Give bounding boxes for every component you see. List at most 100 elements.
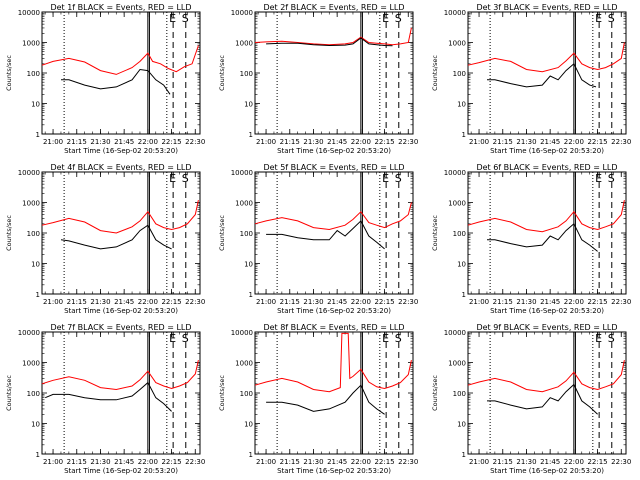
x-tick-label: 21:45 — [327, 458, 347, 466]
x-tick-label: 22:30 — [185, 298, 205, 306]
y-tick-label: 1 — [249, 291, 253, 299]
chart-panel: Det 3f BLACK = Events, RED = LLD 1 10 100 10… — [431, 3, 631, 155]
x-tick-label: 21:45 — [327, 138, 347, 146]
x-tick-label: 21:45 — [114, 458, 134, 466]
x-tick-label: 21:45 — [540, 458, 560, 466]
x-axis-label: Start Time (16-Sep-02 20:53:20) — [490, 147, 604, 155]
y-axis-label: Counts/sec — [218, 375, 226, 411]
x-tick-label: 21:00 — [43, 298, 63, 306]
plot-frame — [41, 11, 201, 135]
marker-label: S — [182, 12, 189, 25]
x-tick-label: 22:30 — [398, 138, 418, 146]
x-tick-label: 22:00 — [564, 298, 584, 306]
y-tick-label: 10000 — [231, 329, 253, 337]
x-tick-label: 22:15 — [587, 138, 607, 146]
plot-frame — [254, 331, 414, 455]
y-axis-label: Counts/sec — [5, 55, 13, 91]
y-tick-label: 1 — [36, 131, 40, 139]
x-tick-label: 21:00 — [256, 298, 276, 306]
plot-frame — [254, 11, 414, 135]
y-tick-label: 1000 — [448, 360, 466, 368]
y-tick-label: 1000 — [235, 40, 253, 48]
marker-label: S — [395, 12, 402, 25]
y-tick-label: 10000 — [18, 329, 40, 337]
events-series-line — [487, 223, 598, 252]
marker-label: E — [595, 12, 602, 25]
x-tick-label: 21:15 — [67, 458, 87, 466]
events-series-line — [60, 224, 172, 250]
y-tick-label: 1 — [36, 451, 40, 459]
lld-series-line — [41, 45, 199, 75]
x-axis-label: Start Time (16-Sep-02 20:53:20) — [64, 467, 178, 475]
lld-series-line — [467, 359, 625, 393]
y-tick-label: 10 — [31, 421, 40, 429]
events-series-line — [61, 68, 171, 95]
x-tick-label: 21:45 — [114, 138, 134, 146]
x-tick-label: 21:30 — [90, 138, 110, 146]
x-tick-label: 21:30 — [516, 138, 536, 146]
y-tick-label: 1000 — [448, 40, 466, 48]
x-tick-label: 21:15 — [67, 138, 87, 146]
plot-frame — [254, 171, 414, 295]
y-tick-label: 100 — [453, 70, 466, 78]
x-tick-label: 21:45 — [540, 138, 560, 146]
x-axis-label: Start Time (16-Sep-02 20:53:20) — [490, 467, 604, 475]
events-series-line — [266, 384, 385, 415]
lld-series-line — [254, 27, 412, 46]
x-tick-label: 22:30 — [611, 298, 631, 306]
chart-panel: Det 4f BLACK = Events, RED = LLD 1 10 100 10… — [5, 163, 205, 315]
x-tick-label: 21:00 — [256, 138, 276, 146]
marker-label: S — [182, 172, 189, 185]
chart-panel: Det 6f BLACK = Events, RED = LLD 1 10 100 10… — [431, 163, 631, 315]
marker-label: E — [169, 12, 176, 25]
chart-panel: Det 9f BLACK = Events, RED = LLD 1 10 100 10… — [431, 323, 631, 475]
y-tick-label: 100 — [240, 70, 253, 78]
lld-series-line — [41, 199, 199, 234]
y-tick-label: 100 — [453, 230, 466, 238]
x-tick-label: 21:45 — [114, 298, 134, 306]
y-tick-label: 10000 — [444, 329, 466, 337]
marker-label: S — [395, 332, 402, 345]
x-tick-label: 21:00 — [256, 458, 276, 466]
y-tick-label: 10000 — [444, 169, 466, 177]
x-tick-label: 22:15 — [374, 138, 394, 146]
events-series-line — [45, 381, 172, 412]
x-tick-label: 21:15 — [280, 138, 300, 146]
x-tick-label: 21:30 — [516, 298, 536, 306]
x-tick-label: 21:00 — [469, 458, 489, 466]
chart-title: Det 4f BLACK = Events, RED = LLD — [50, 163, 191, 172]
y-tick-label: 1 — [249, 131, 253, 139]
x-tick-label: 22:30 — [611, 138, 631, 146]
marker-label: S — [608, 332, 615, 345]
y-axis-label: Counts/sec — [431, 55, 439, 91]
x-tick-label: 22:30 — [398, 298, 418, 306]
plot-frame — [467, 331, 627, 455]
marker-label: E — [169, 332, 176, 345]
x-tick-label: 21:30 — [303, 138, 323, 146]
y-tick-label: 100 — [240, 390, 253, 398]
marker-label: E — [595, 332, 602, 345]
y-tick-label: 10 — [244, 421, 253, 429]
x-tick-label: 21:15 — [493, 138, 513, 146]
x-axis-label: Start Time (16-Sep-02 20:53:20) — [277, 307, 391, 315]
x-tick-label: 22:00 — [351, 458, 371, 466]
y-axis-label: Counts/sec — [5, 215, 13, 251]
x-tick-label: 21:15 — [67, 298, 87, 306]
x-tick-label: 22:15 — [587, 298, 607, 306]
chart-title: Det 5f BLACK = Events, RED = LLD — [263, 163, 404, 172]
y-tick-label: 1000 — [22, 40, 40, 48]
x-tick-label: 21:45 — [327, 298, 347, 306]
x-axis-label: Start Time (16-Sep-02 20:53:20) — [277, 467, 391, 475]
x-tick-label: 22:00 — [564, 458, 584, 466]
events-series-line — [266, 37, 393, 47]
x-axis-label: Start Time (16-Sep-02 20:53:20) — [490, 307, 604, 315]
y-tick-label: 10000 — [18, 9, 40, 17]
chart-title: Det 9f BLACK = Events, RED = LLD — [476, 323, 617, 332]
events-series-line — [266, 220, 385, 250]
x-tick-label: 21:45 — [540, 298, 560, 306]
x-tick-label: 22:00 — [351, 298, 371, 306]
y-axis-label: Counts/sec — [431, 215, 439, 251]
x-tick-label: 21:15 — [280, 298, 300, 306]
y-axis-label: Counts/sec — [5, 375, 13, 411]
x-tick-label: 21:15 — [493, 298, 513, 306]
